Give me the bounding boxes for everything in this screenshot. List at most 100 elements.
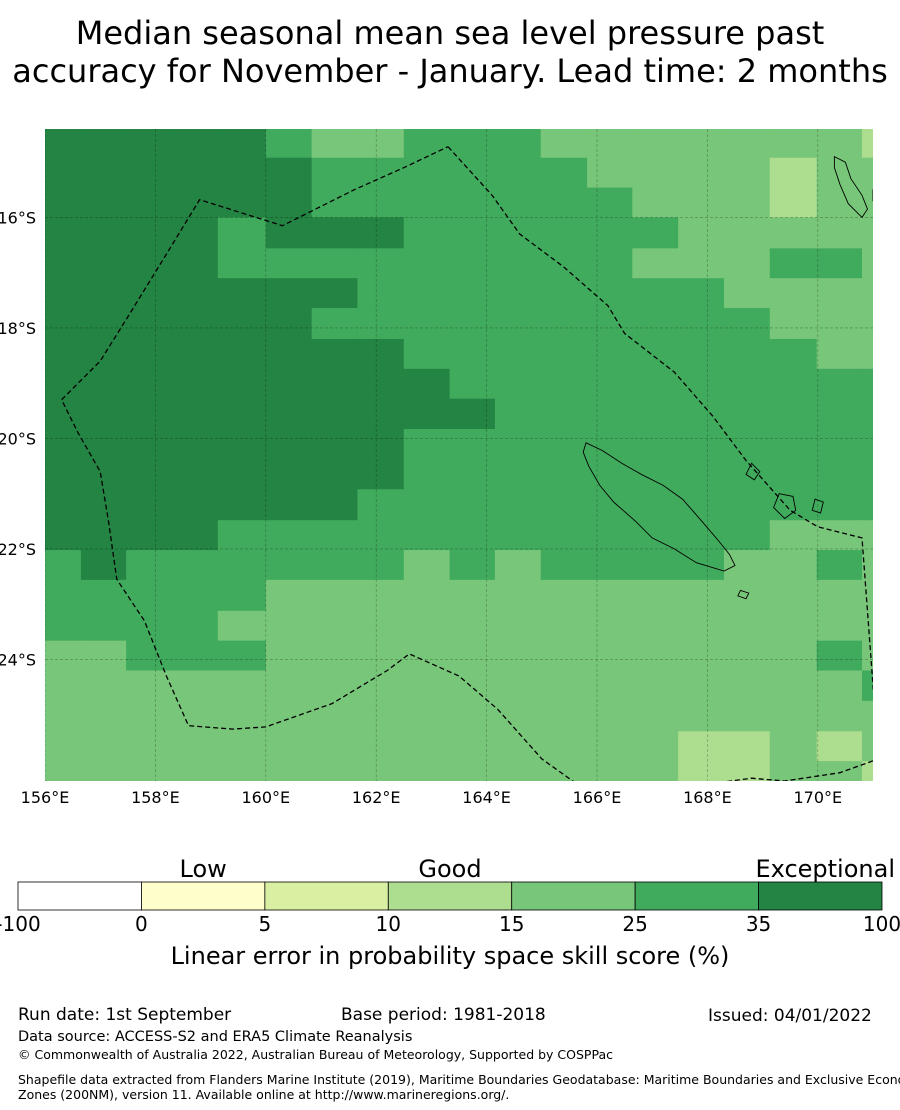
skill-cell [723, 338, 771, 370]
skill-cell [357, 610, 405, 642]
skill-cell [861, 129, 873, 159]
skill-cell [816, 278, 863, 309]
skill-cell [403, 459, 451, 490]
skill-cell [494, 670, 542, 702]
island-outline [833, 155, 869, 219]
skill-cell [357, 579, 405, 612]
skill-cell [357, 761, 405, 781]
skill-cell [126, 579, 173, 612]
skill-cell [723, 129, 771, 159]
skill-cell [265, 610, 313, 642]
skill-cell [126, 187, 173, 218]
skill-cell [45, 248, 82, 279]
skill-cell [265, 489, 313, 521]
skill-cell [540, 670, 588, 702]
skill-cell [816, 308, 863, 340]
skill-cell [171, 278, 219, 309]
skill-cell [80, 640, 127, 671]
skill-cell [587, 731, 633, 762]
skill-cell [311, 670, 358, 702]
skill-cell [311, 129, 358, 159]
skill-cell [357, 129, 405, 159]
skill-cell [540, 550, 588, 581]
colorbar-band-label: Good [418, 855, 482, 883]
skill-cell [540, 610, 588, 642]
skill-cell [678, 520, 725, 551]
skill-cell [217, 429, 267, 460]
skill-cell [357, 278, 405, 309]
skill-cell [311, 520, 358, 551]
skill-cell [632, 489, 679, 521]
skill-cell [678, 489, 725, 521]
skill-cell [265, 248, 313, 279]
lat-tick-label: 18°S [0, 319, 36, 338]
skill-cell [80, 368, 127, 400]
lat-tick-label: 24°S [0, 650, 36, 669]
skill-cell [217, 368, 267, 400]
skill-cell [80, 129, 127, 159]
skill-cell [217, 308, 267, 340]
skill-cell [769, 459, 818, 490]
skill-cell [357, 550, 405, 581]
skill-cell [816, 670, 863, 702]
colorbar-tick-label: 15 [498, 912, 525, 936]
skill-cell [357, 338, 405, 370]
skill-cell [171, 489, 219, 521]
skill-cell [403, 248, 451, 279]
skill-cell [540, 217, 588, 249]
skill-cell [678, 610, 725, 642]
skill-cell [494, 157, 542, 189]
skill-cell [723, 278, 771, 309]
skill-cell [587, 520, 633, 551]
skill-cell [723, 670, 771, 702]
skill-cell [45, 700, 82, 732]
skill-cell [769, 129, 818, 159]
skill-cell [587, 398, 633, 430]
skill-cell [540, 308, 588, 340]
skill-cell [494, 640, 542, 671]
skill-cell [126, 308, 173, 340]
skill-cell [449, 731, 496, 762]
skill-cell [494, 731, 542, 762]
skill-cell [494, 278, 542, 309]
skill-cell [265, 579, 313, 612]
skill-cell [45, 489, 82, 521]
map-title: Median seasonal mean sea level pressure … [0, 14, 900, 90]
island-outline [582, 442, 736, 572]
skill-cell [80, 308, 127, 340]
skill-cell [403, 338, 451, 370]
skill-cell [357, 308, 405, 340]
skill-cell [587, 610, 633, 642]
skill-cell [171, 640, 219, 671]
skill-cell [769, 368, 818, 400]
skill-cell [494, 429, 542, 460]
skill-cell [587, 489, 633, 521]
skill-cell [587, 700, 633, 732]
skill-cell [80, 761, 127, 781]
skill-cell [861, 398, 873, 430]
skill-cell [449, 700, 496, 732]
skill-cell [265, 157, 313, 189]
skill-cell [587, 761, 633, 781]
skill-cell [769, 579, 818, 612]
skill-cell [678, 731, 725, 762]
skill-cell [632, 761, 679, 781]
island-outline [773, 493, 797, 520]
skill-cell [265, 761, 313, 781]
skill-cell [80, 579, 127, 612]
colorbar-tick-label: 25 [622, 912, 648, 936]
skill-cell [540, 520, 588, 551]
skill-cell [265, 368, 313, 400]
skill-cell [816, 248, 863, 279]
colorbar [17, 881, 883, 911]
skill-cell [861, 640, 873, 671]
skill-cell [494, 129, 542, 159]
copyright: © Commonwealth of Australia 2022, Austra… [18, 1047, 613, 1062]
skill-cell [45, 308, 82, 340]
coastlines [582, 155, 873, 600]
skill-cell [816, 429, 863, 460]
skill-cell [403, 398, 451, 430]
skill-cell [171, 429, 219, 460]
skill-cell [769, 761, 818, 781]
skill-cell [80, 610, 127, 642]
